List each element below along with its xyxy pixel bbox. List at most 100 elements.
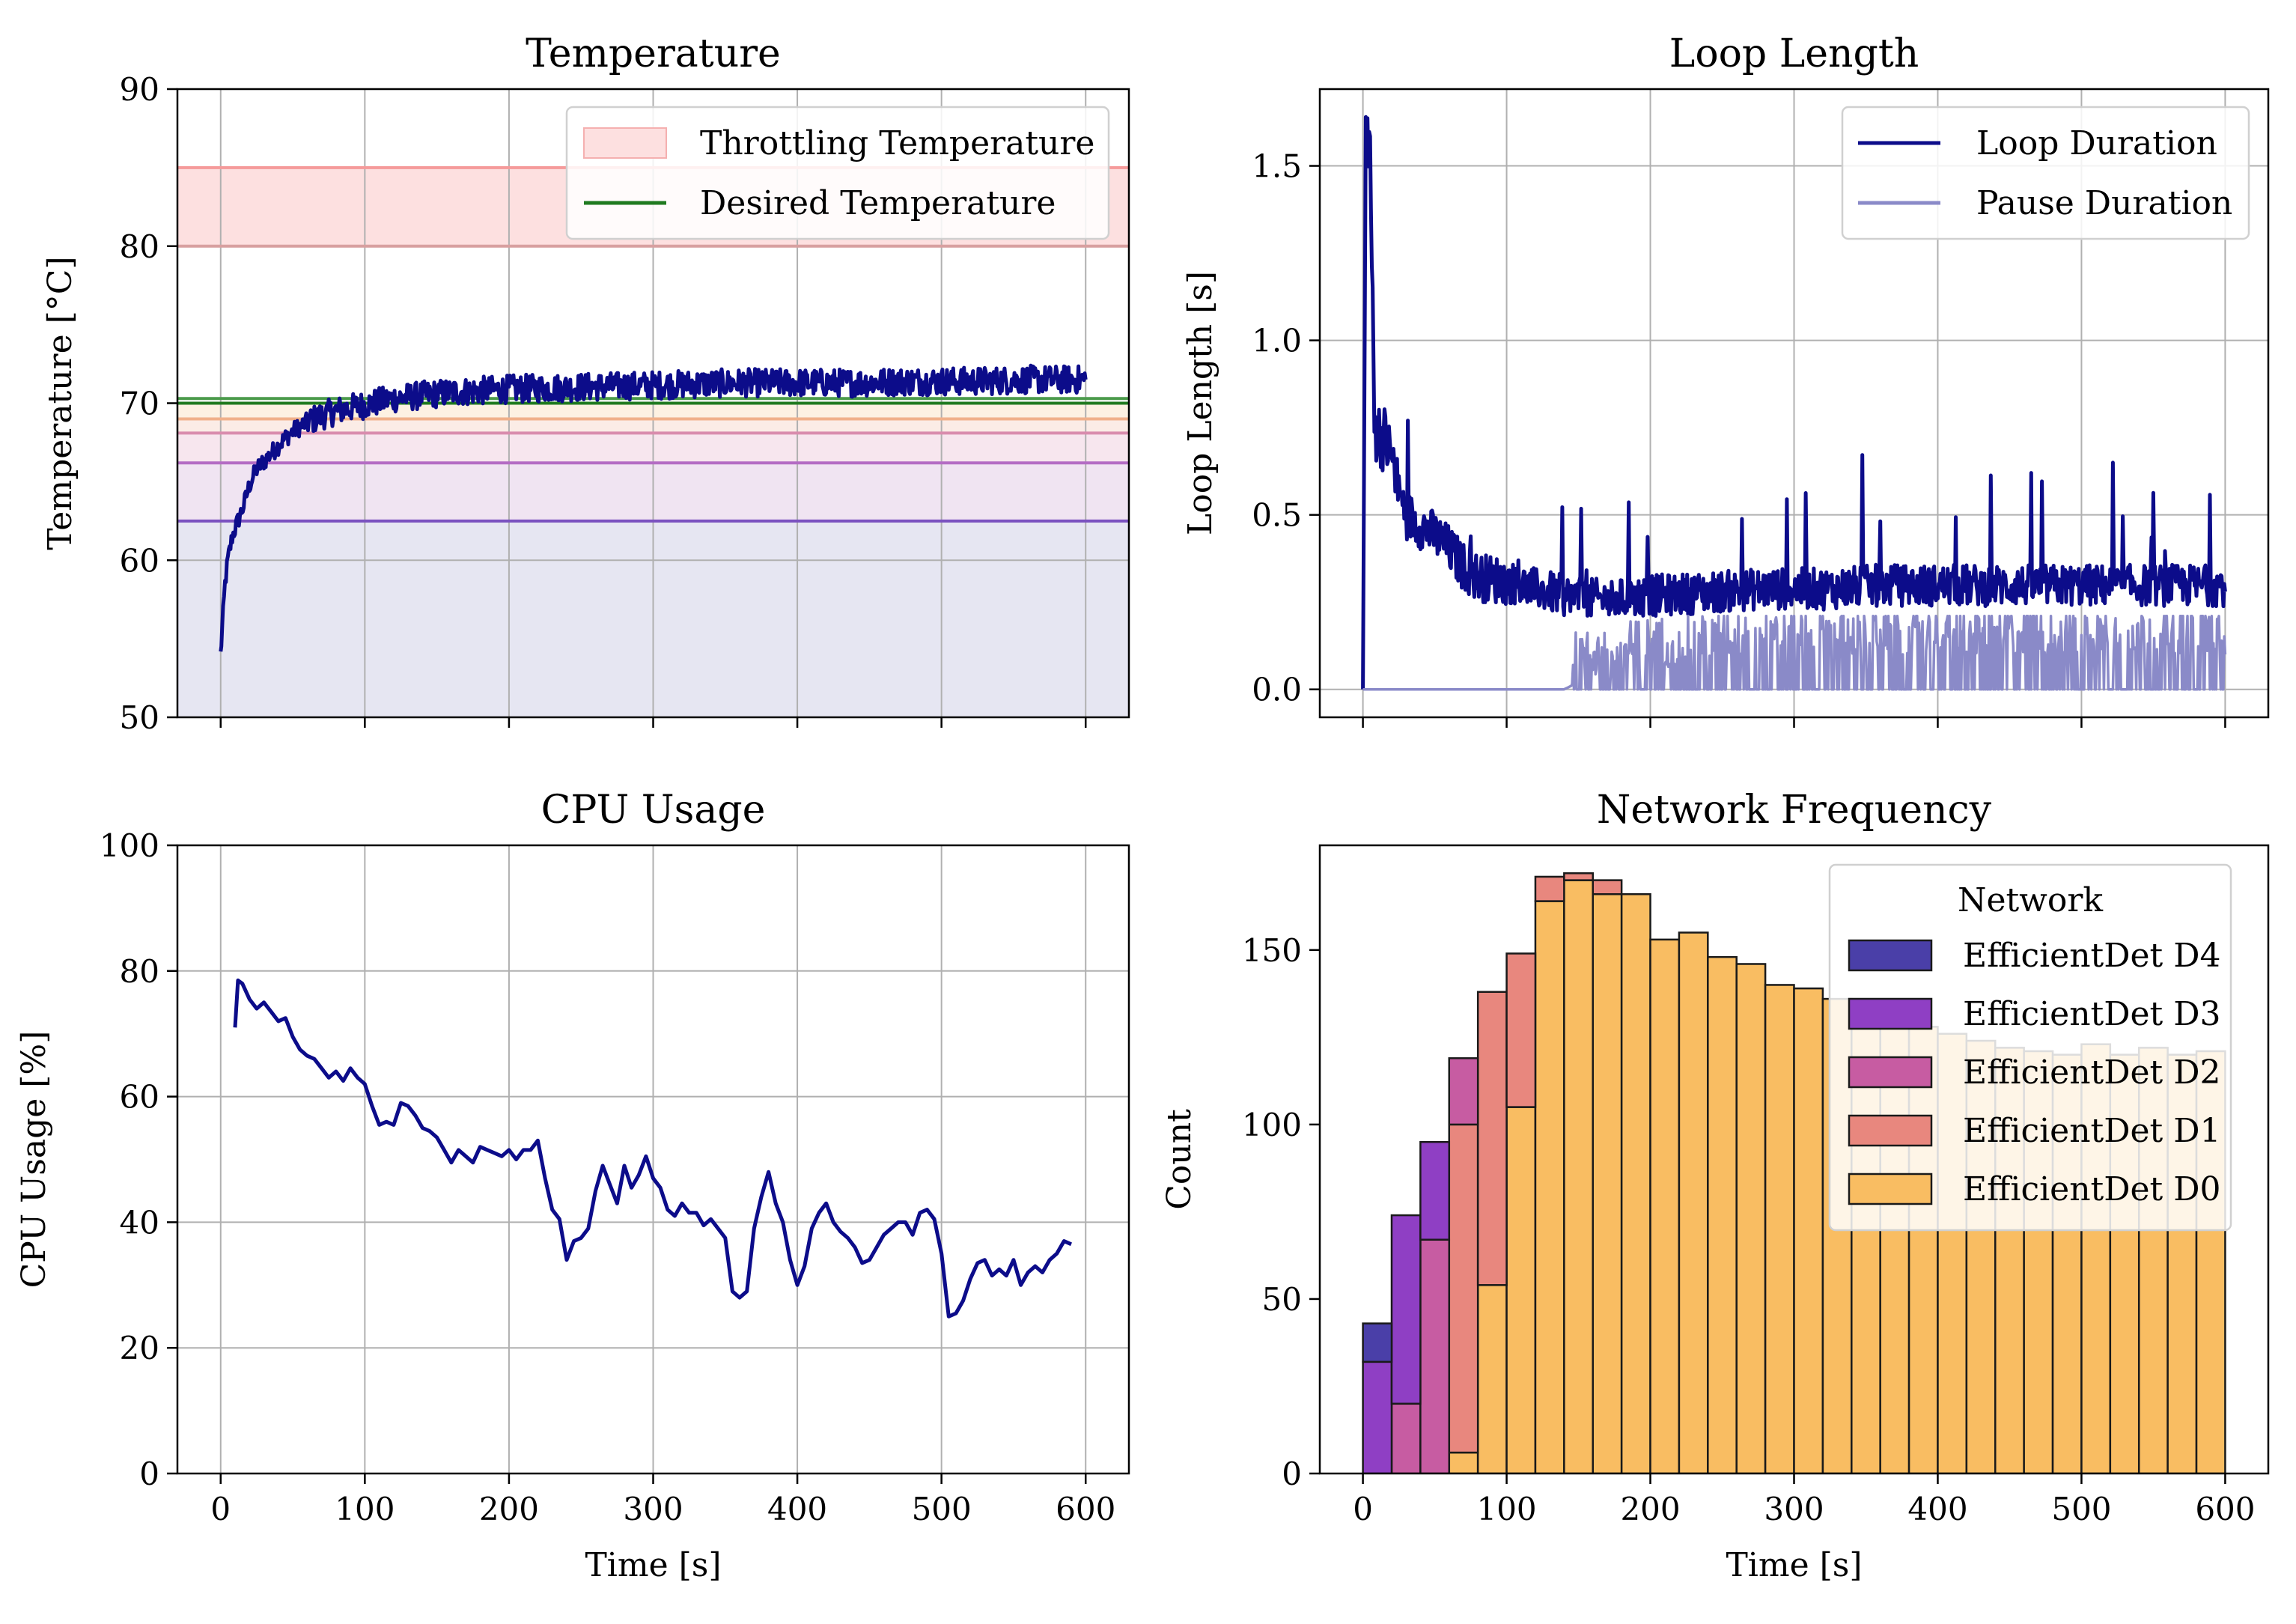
y-tick-label: 0.0 — [1252, 672, 1302, 708]
panel-temperature: 50 60 70 80 90 Temperature Temperature [°C] Thr… — [41, 31, 1130, 736]
bar-efficientdet-d0-11 — [1678, 931, 1709, 1474]
plot-area — [1362, 872, 2226, 1474]
bar-efficientdet-d0-9 — [1620, 893, 1651, 1474]
bar-efficientdet-d3-0 — [1362, 1360, 1393, 1474]
bar-efficientdet-d1-7 — [1563, 872, 1594, 881]
legend-title: Network — [1958, 881, 2103, 919]
legend-label: Desired Temperature — [700, 184, 1056, 222]
legend-swatch — [1848, 1114, 1933, 1147]
y-tick-label: 90 — [120, 71, 159, 108]
bar-efficientdet-d1-6 — [1534, 875, 1565, 902]
panel-loop-length: 0.0 0.5 1.0 1.5 Loop Length Loop Length [s] Lo… — [1181, 31, 2270, 728]
x-tick-label: 500 — [912, 1491, 972, 1527]
legend-swatch — [1848, 1173, 1933, 1205]
series-line-2 — [233, 978, 1072, 1319]
bar-efficientdet-d0-12 — [1707, 955, 1738, 1474]
plot-area — [177, 845, 1129, 1474]
legend: Throttling Temperature Desired Temperatur… — [565, 106, 1110, 240]
chart-title: Temperature — [526, 31, 781, 76]
y-tick-label: 50 — [1262, 1281, 1302, 1318]
x-tick-label: 0 — [210, 1491, 231, 1527]
legend-swatch — [1848, 939, 1933, 972]
chart-title: Loop Length — [1669, 31, 1919, 76]
bar-efficientdet-d0-15 — [1793, 987, 1824, 1474]
x-axis-label: Time [s] — [1726, 1546, 1862, 1584]
y-tick-label: 100 — [100, 827, 159, 864]
bar-efficientdet-d0-13 — [1735, 963, 1767, 1474]
panel-network-frequency: 0 100 200 300 400 500 600 0 50 100 150 Network Freq… — [1160, 788, 2270, 1584]
x-tick-label: 500 — [2051, 1491, 2111, 1527]
legend-label: Throttling Temperature — [700, 124, 1094, 162]
bar-efficientdet-d3-2 — [1419, 1140, 1451, 1241]
bar-efficientdet-d1-5 — [1505, 952, 1537, 1108]
y-tick-label: 1.0 — [1252, 323, 1302, 359]
bar-efficientdet-d0-3 — [1448, 1451, 1479, 1474]
legend-label: Pause Duration — [1976, 184, 2232, 222]
y-axis-label: Temperature [°C] — [41, 256, 79, 550]
series-line-loop-duration — [1361, 115, 2227, 690]
y-tick-label: 0 — [139, 1456, 159, 1492]
bar-efficientdet-d2-1 — [1390, 1402, 1422, 1474]
bar-efficientdet-d0-10 — [1649, 938, 1681, 1474]
y-tick-label: 1.5 — [1252, 148, 1302, 185]
legend-swatch — [583, 127, 667, 159]
bar-efficientdet-d0-14 — [1764, 984, 1795, 1474]
y-tick-label: 80 — [120, 953, 159, 990]
legend-label: EfficientDet D3 — [1963, 995, 2220, 1033]
x-tick-label: 400 — [1907, 1491, 1967, 1527]
y-tick-label: 50 — [120, 699, 159, 736]
y-tick-label: 20 — [120, 1330, 159, 1366]
bar-efficientdet-d2-2 — [1419, 1238, 1451, 1474]
x-tick-label: 300 — [1764, 1491, 1824, 1527]
bar-efficientdet-d2-3 — [1448, 1057, 1479, 1126]
bar-efficientdet-d4-0 — [1362, 1322, 1393, 1363]
y-tick-label: 0 — [1282, 1456, 1302, 1492]
x-tick-label: 200 — [479, 1491, 539, 1527]
y-tick-label: 80 — [120, 228, 159, 265]
y-tick-label: 70 — [120, 386, 159, 422]
legend-label: EfficientDet D1 — [1963, 1112, 2220, 1150]
y-axis-label: Loop Length [s] — [1181, 271, 1219, 535]
chart-title: Network Frequency — [1597, 788, 1992, 833]
legend-swatch — [1848, 1056, 1933, 1089]
legend: Loop Duration Pause Duration — [1841, 106, 2250, 240]
legend-label: EfficientDet D4 — [1963, 937, 2220, 975]
x-tick-label: 0 — [1353, 1491, 1373, 1527]
x-axis-label: Time [s] — [585, 1546, 721, 1584]
x-tick-label: 600 — [2195, 1491, 2255, 1527]
x-tick-label: 300 — [623, 1491, 683, 1527]
bar-efficientdet-d0-5 — [1505, 1106, 1537, 1474]
legend-label: EfficientDet D2 — [1963, 1053, 2220, 1092]
bar-efficientdet-d0-6 — [1534, 900, 1565, 1474]
x-tick-label: 100 — [1476, 1491, 1536, 1527]
bar-efficientdet-d3-1 — [1390, 1214, 1422, 1405]
x-tick-label: 400 — [767, 1491, 827, 1527]
y-axis-label: Count — [1160, 1109, 1199, 1210]
legend-label: EfficientDet D0 — [1963, 1170, 2220, 1208]
bar-efficientdet-d0-7 — [1563, 879, 1594, 1474]
series-line-pause-duration — [1362, 615, 2227, 691]
bar-efficientdet-d0-4 — [1476, 1284, 1508, 1474]
series-line-0 — [219, 363, 1088, 652]
y-tick-label: 150 — [1242, 932, 1302, 969]
chart-title: CPU Usage — [541, 788, 766, 833]
y-tick-label: 60 — [120, 542, 159, 579]
legend-swatch — [1848, 997, 1933, 1030]
y-tick-label: 40 — [120, 1204, 159, 1241]
bar-efficientdet-d0-8 — [1592, 893, 1623, 1474]
y-tick-label: 60 — [120, 1079, 159, 1116]
y-tick-label: 100 — [1242, 1107, 1302, 1143]
y-axis-label: CPU Usage [%] — [15, 1031, 53, 1289]
bar-efficientdet-d1-3 — [1448, 1123, 1479, 1454]
legend: Network EfficientDet D4 EfficientDet D3 Eff… — [1828, 863, 2232, 1232]
y-tick-label: 0.5 — [1252, 497, 1302, 534]
bar-efficientdet-d1-8 — [1592, 879, 1623, 895]
x-tick-label: 600 — [1056, 1491, 1115, 1527]
x-tick-label: 200 — [1620, 1491, 1680, 1527]
bar-efficientdet-d1-4 — [1476, 991, 1508, 1286]
legend-label: Loop Duration — [1976, 124, 2217, 162]
plot-area — [1320, 89, 2268, 717]
x-tick-label: 100 — [335, 1491, 395, 1527]
panel-cpu-usage: 0 100 200 300 400 500 600 0 20 40 60 80 100 CPU Usage… — [15, 788, 1130, 1584]
